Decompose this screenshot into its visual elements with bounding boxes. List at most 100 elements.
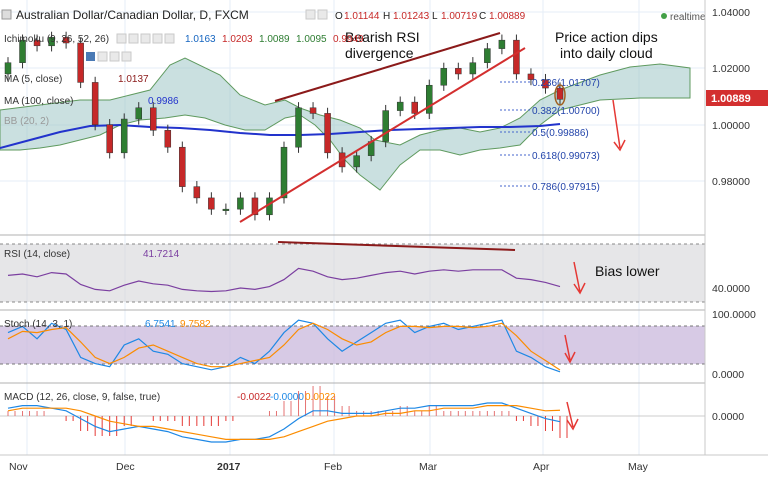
price-tick: 0.98000 [712,176,750,188]
bias-annotation: Bias lower [595,263,660,279]
time-tick: Nov [9,461,28,473]
divergence-annotation-line2: divergence [345,45,414,61]
stoch-label: Stoch (14, 3, 1) [4,319,72,330]
collapse-icon[interactable] [1,9,12,20]
indicator-settings-icon[interactable] [86,52,95,61]
time-axis[interactable]: Nov Dec 2017 Feb Mar Apr May [9,461,649,473]
realtime-dot-icon [661,13,667,19]
ohlc-l-key: L [432,11,438,22]
rsi-divergence-line [277,241,516,251]
fib-label: 0.5(0.99886) [532,128,589,139]
ichimoku-buttons[interactable] [116,33,175,44]
candle [382,110,389,142]
candle [251,197,259,216]
indicator-button[interactable] [121,51,132,62]
candle [280,146,288,199]
candle [19,39,26,63]
macd-down-arrow [566,401,579,431]
ichimoku-value-5: 0.9949 [333,34,364,45]
time-tick: Apr [533,461,550,473]
header-bar: Australian Dollar/Canadian Dollar, D, FX… [1,8,706,23]
price-down-arrow [612,99,626,152]
rsi-value: 41.7214 [143,249,180,260]
ma5-label: MA (5, close) [4,74,62,85]
fib-label: 0.382(1.00700) [532,106,600,117]
candle [396,101,404,111]
eye-icon[interactable] [317,9,328,20]
candle [4,62,12,75]
ohlc-c-key: C [479,11,486,22]
price-tick: 1.00000 [712,120,750,132]
macd-tick: 0.0000 [712,411,744,423]
candle [135,107,142,120]
candle [542,79,549,89]
settings-gear-icon[interactable] [305,9,316,20]
price-tick: 1.04000 [712,7,750,19]
ohlc-o-value: 1.01144 [344,11,380,22]
candle [455,68,462,75]
candle [77,42,84,83]
time-tick: Feb [324,461,342,473]
ohlc-c-value: 1.00889 [489,11,526,22]
candle [513,39,520,75]
fib-levels: 0.236(1.01707) 0.382(1.00700) 0.5(0.9988… [500,78,600,193]
stoch-down-arrow [564,334,576,364]
stoch-value-k: 6.7541 [145,319,176,330]
divergence-annotation-line1: Bearish RSI [345,29,420,45]
candle [208,197,215,210]
indicator-button[interactable] [97,51,108,62]
candle [440,68,448,86]
rsi-band [0,244,705,302]
ma5-value: 1.0137 [118,74,149,85]
ichimoku-label: Ichimoku (9, 26, 52, 26) [4,34,109,45]
candle [469,62,477,75]
candle [62,37,70,44]
macd-signal-line [7,405,561,440]
fib-label: 0.618(0.99073) [532,151,600,162]
fib-label: 0.236(1.01707) [532,78,600,89]
macd-label: MACD (12, 26, close, 9, false, true) [4,392,160,403]
ichimoku-value-3: 1.0089 [259,34,290,45]
time-tick: Dec [116,461,135,473]
candle [48,37,55,47]
rsi-tick: 40.0000 [712,283,750,295]
candle [106,124,113,154]
ohlc-l-value: 1.00719 [441,11,478,22]
stoch-d-line [7,322,561,371]
candle [498,39,506,49]
candle [120,118,128,154]
price-candles [4,31,564,221]
price-axis[interactable]: 1.04000 1.02000 1.00000 0.98000 1.00889 … [706,7,768,423]
candle [150,107,157,131]
candle [484,48,491,63]
candle [164,130,172,148]
candle [411,101,418,114]
ichimoku-value-2: 1.0203 [222,34,253,45]
candle [309,107,317,114]
macd-value-3: 0.0022 [305,392,336,403]
candle [222,208,230,211]
ohlc-h-value: 1.01243 [393,11,430,22]
indicator-button[interactable] [109,51,120,62]
stoch-tick: 0.0000 [712,369,744,381]
candle [295,107,302,148]
macd-value-2: -0.0000 [270,392,304,403]
cloud-annotation-line2: into daily cloud [560,45,653,61]
ma100-value: 0.9986 [148,96,179,107]
time-tick: May [628,461,649,473]
candle [91,82,99,125]
current-price-label: 1.00889 [711,93,751,105]
rsi-line [7,267,561,293]
bb-label: BB (20, 2) [4,116,49,127]
candle [237,197,244,210]
ichimoku-cloud [0,57,691,191]
cloud-annotation-line1: Price action dips [555,29,658,45]
chart-title: Australian Dollar/Canadian Dollar, D, FX… [16,8,249,22]
time-tick: 2017 [217,461,241,473]
price-highlight-circle [554,84,566,106]
upper-trendline [274,32,501,102]
stoch-value-d: 9.7582 [180,319,211,330]
fib-label: 0.786(0.97915) [532,182,600,193]
price-tick: 1.02000 [712,63,750,75]
